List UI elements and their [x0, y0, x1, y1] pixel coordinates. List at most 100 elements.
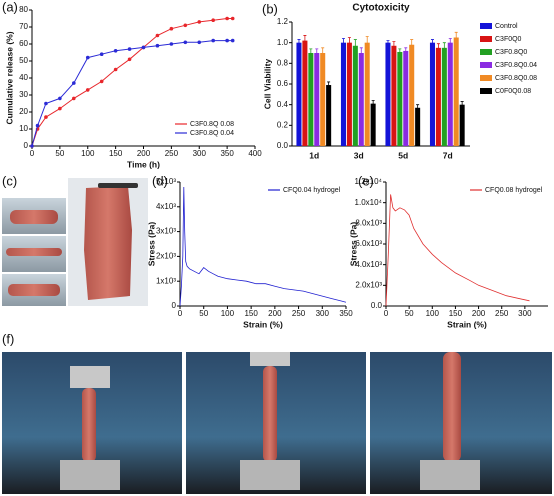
marker: [225, 38, 229, 43]
photo-tissue: [443, 352, 461, 462]
error-bar: [359, 47, 363, 59]
legend-label: C3F0.8Q 0.08: [190, 121, 234, 128]
photo-tissue: [263, 366, 277, 462]
error-bar: [365, 36, 369, 49]
marker: [183, 23, 188, 28]
photo-tissue: [8, 284, 60, 296]
marker: [58, 96, 62, 101]
legend-label: CFQ0.08 hydrogel: [485, 187, 543, 194]
error-bar: [416, 104, 420, 111]
y-tick-label: 3x10³: [156, 227, 176, 236]
photo-group-c: [2, 178, 148, 306]
error-bar: [392, 41, 396, 50]
bar: [320, 53, 326, 146]
error-bar: [430, 39, 434, 46]
clamp: [240, 460, 300, 490]
marker: [44, 101, 48, 106]
error-bar: [309, 48, 313, 58]
x-tick-label: 50: [199, 309, 208, 318]
marker: [155, 33, 160, 38]
y-axis-label: Cumulative release (%): [4, 31, 14, 124]
error-bar: [371, 100, 375, 107]
bar: [308, 53, 314, 146]
legend-label: CFQ0.04 hydrogel: [283, 187, 341, 194]
bar: [453, 37, 459, 146]
error-bar: [386, 40, 390, 45]
x-tick-label: 250: [495, 309, 509, 318]
error-bar: [347, 37, 351, 48]
y-tick-label: 8.0x10³: [355, 218, 382, 227]
y-tick-label: 1.2x10⁴: [355, 177, 383, 186]
error-bar: [353, 39, 357, 52]
y-tick-label: 4.0x10³: [355, 260, 382, 269]
marker: [169, 42, 174, 46]
marker: [72, 81, 76, 85]
marker: [169, 26, 174, 31]
y-tick-label: 0.8: [277, 58, 289, 67]
error-bar: [327, 81, 331, 89]
y-tick-label: 2x10³: [156, 252, 176, 261]
error-bar: [448, 38, 452, 47]
clamp: [250, 352, 290, 366]
x-tick-label: 50: [405, 309, 414, 318]
legend-swatch: [480, 23, 492, 29]
marker: [44, 115, 48, 119]
error-bar: [303, 35, 307, 46]
y-tick-label: 5x10³: [156, 177, 176, 186]
y-tick-label: 0.0: [371, 301, 383, 310]
photo-tissue: [82, 388, 96, 462]
y-axis-label: Stress (Pa): [146, 222, 156, 267]
marker: [155, 43, 160, 48]
legend-label: C3F0.8Q0.08: [495, 75, 537, 82]
error-bar: [297, 39, 301, 46]
y-tick-label: 1.0x10⁴: [355, 198, 383, 207]
marker: [85, 88, 90, 92]
error-bar: [398, 48, 402, 56]
x-tick-label: 3d: [354, 150, 364, 160]
clamp: [420, 460, 480, 490]
clamp: [60, 460, 120, 490]
error-bar: [442, 42, 446, 53]
marker: [113, 67, 118, 72]
line: [385, 194, 530, 307]
y-tick-label: 60: [19, 39, 28, 48]
error-bar: [460, 101, 464, 108]
y-tick-label: 0.6: [277, 79, 289, 88]
bar: [385, 42, 391, 146]
y-tick-label: 0.4: [277, 100, 289, 109]
y-tick-label: 0: [172, 301, 177, 310]
panel-label: (c): [2, 173, 17, 188]
bar: [415, 107, 421, 146]
x-tick-label: 100: [81, 149, 95, 158]
error-bar: [454, 31, 458, 43]
x-tick-label: 5d: [398, 150, 408, 160]
x-tick-label: 400: [248, 149, 262, 158]
panel-label: (d): [152, 173, 168, 188]
marker: [183, 40, 188, 45]
y-axis-label: Stress (Pa): [348, 222, 358, 267]
legend-swatch: [480, 36, 492, 42]
marker: [211, 18, 215, 23]
error-bar: [404, 47, 408, 55]
legend-swatch: [480, 75, 492, 81]
x-tick-label: 0: [30, 149, 35, 158]
bar: [352, 45, 358, 147]
error-bar: [341, 38, 345, 47]
legend-label: C3F0Q0: [495, 36, 522, 43]
bar: [346, 42, 352, 146]
x-tick-label: 100: [221, 309, 235, 318]
y-tick-label: 40: [19, 73, 28, 82]
bar: [296, 42, 302, 146]
bar: [358, 53, 364, 146]
bar: [340, 42, 346, 146]
legend-label: C3F0.8Q0.04: [495, 62, 537, 69]
line: [179, 186, 347, 307]
bar: [429, 42, 435, 146]
x-tick-label: 50: [55, 149, 64, 158]
y-tick-label: 80: [19, 5, 28, 14]
marker: [127, 57, 132, 62]
x-tick-label: 300: [193, 149, 207, 158]
marker: [197, 40, 202, 45]
